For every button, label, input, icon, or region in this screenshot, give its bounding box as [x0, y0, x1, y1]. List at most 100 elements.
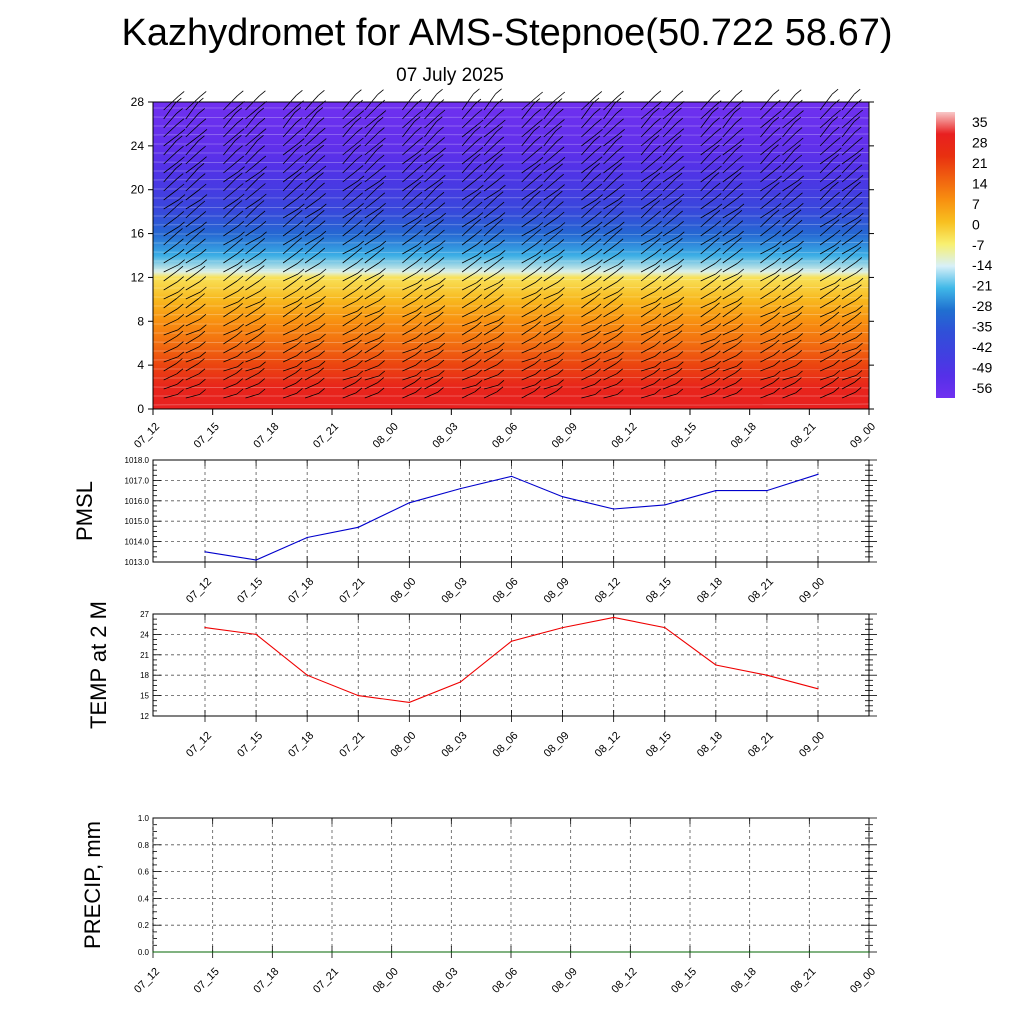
colorbar-label: 7	[972, 196, 980, 212]
wind-barb-flag	[535, 341, 542, 348]
wind-barb-flag	[856, 174, 864, 181]
wind-barb	[640, 205, 654, 219]
wind-barb	[402, 337, 417, 345]
wind-barb	[521, 390, 535, 399]
wind-barb	[581, 140, 595, 156]
wind-barb	[662, 366, 678, 372]
wind-barb-flag	[853, 116, 861, 123]
wind-barb-flag	[715, 230, 722, 237]
wind-barb	[402, 381, 416, 390]
wind-barb-flag	[617, 91, 625, 97]
wind-barb	[603, 96, 619, 111]
wind-barb-flag	[615, 358, 623, 364]
wind-barb	[163, 226, 179, 237]
wind-barb	[483, 353, 498, 363]
wind-barb-flag	[296, 182, 303, 189]
wind-barb	[819, 152, 836, 165]
wind-barb	[364, 149, 378, 165]
xtick-label: 08_06	[490, 966, 520, 996]
wind-barb-flag	[498, 174, 505, 181]
wind-barb-flag	[438, 229, 445, 236]
wind-barb	[402, 114, 418, 129]
wind-barb-flag	[295, 377, 303, 384]
wind-barb	[640, 171, 657, 183]
wind-barb	[581, 178, 596, 192]
colorbar-label: -7	[972, 237, 985, 253]
wind-barb	[700, 105, 716, 120]
wind-barb-flag	[714, 323, 722, 329]
wind-barb-flag	[737, 295, 744, 302]
wind-barb	[521, 141, 536, 156]
heatmap-xtick-label: 07_18	[251, 421, 281, 451]
wind-barb-flag	[713, 377, 721, 384]
wind-barb-flag	[737, 203, 745, 210]
wind-barb	[722, 143, 739, 156]
wind-barb	[304, 280, 319, 291]
wind-barb-flag	[713, 182, 721, 189]
wind-barb	[819, 142, 835, 156]
wind-barb-flag	[436, 116, 443, 123]
wind-barb	[483, 299, 498, 309]
wind-barb	[483, 309, 499, 318]
wind-barb	[483, 282, 499, 291]
wind-barb-flag	[356, 333, 364, 339]
wind-barb-flag	[199, 378, 206, 385]
wind-barb	[364, 245, 381, 255]
wind-barb-flag	[736, 285, 744, 292]
heatmap-ytick-label: 0	[137, 402, 144, 416]
wind-barb	[402, 310, 417, 318]
wind-barb-flag	[557, 239, 565, 245]
wind-barb	[223, 393, 238, 399]
wind-barb-flag	[534, 190, 541, 197]
wind-barb-flag	[497, 331, 505, 338]
wind-barb	[819, 316, 834, 327]
wind-barb	[163, 199, 180, 210]
wind-barb-flag	[297, 258, 304, 264]
wind-barb	[342, 121, 356, 138]
wind-barb	[640, 253, 656, 264]
wind-barb-flag	[477, 184, 484, 191]
xtick-label: 08_21	[788, 966, 818, 996]
wind-barb-flag	[439, 174, 446, 181]
wind-barb	[581, 123, 596, 138]
wind-barb-flag	[298, 203, 305, 210]
wind-barb-flag	[296, 285, 304, 292]
wind-barb	[424, 347, 439, 354]
wind-barb	[581, 264, 597, 273]
wind-barb	[700, 273, 716, 282]
wind-barb-flag	[259, 183, 266, 189]
wind-barb-flag	[199, 351, 207, 358]
wind-barb-flag	[536, 184, 543, 190]
wind-barb	[185, 178, 200, 192]
wind-barb-flag	[773, 387, 780, 394]
wind-barb	[581, 168, 594, 183]
wind-barb	[722, 208, 739, 219]
chart-title: Kazhydromet for AMS-Stepnoe(50.722 58.67…	[121, 12, 893, 54]
wind-barb	[304, 345, 319, 354]
wind-barb	[483, 374, 498, 381]
wind-barb-flag	[436, 88, 443, 95]
wind-barb-flag	[437, 191, 445, 198]
wind-barb-flag	[833, 164, 841, 171]
wind-barb	[722, 338, 738, 345]
wind-barb-flag	[653, 367, 661, 374]
wind-barb-flag	[416, 332, 423, 339]
wind-barb-flag	[317, 302, 325, 309]
wind-barb	[760, 338, 775, 345]
wind-barb-flag	[593, 228, 601, 234]
wind-barb-flag	[773, 274, 780, 281]
wind-barb-flag	[856, 342, 863, 349]
wind-barb-flag	[556, 321, 563, 327]
wind-barb	[282, 160, 298, 174]
wind-barb	[760, 375, 775, 381]
wind-barb	[782, 273, 798, 282]
wind-barb	[700, 215, 715, 228]
series-line	[204, 473, 819, 561]
xtick-label: 08_15	[669, 966, 699, 996]
wind-barb	[282, 252, 297, 264]
wind-barb-flag	[237, 258, 245, 265]
wind-barb	[581, 243, 596, 255]
wind-barb-flag	[834, 305, 841, 311]
wind-barb	[304, 177, 318, 192]
wind-barb-flag	[796, 257, 803, 264]
